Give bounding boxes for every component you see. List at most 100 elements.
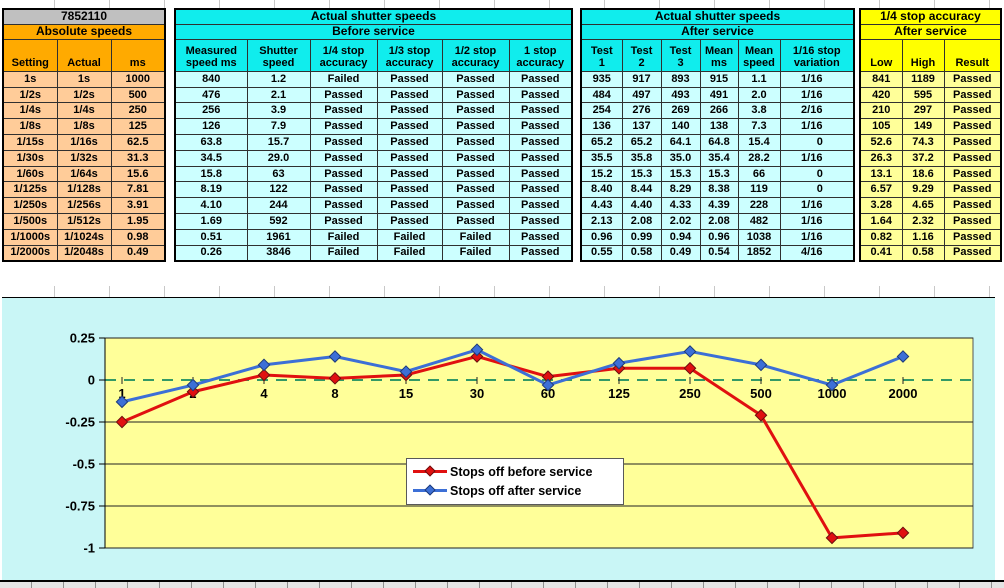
table-cell[interactable]: 1/4s bbox=[56, 102, 112, 120]
table-cell[interactable]: 3.9 bbox=[246, 102, 311, 120]
table-cell[interactable]: 3.8 bbox=[737, 102, 781, 120]
table-cell[interactable]: 1/2000s bbox=[2, 244, 58, 262]
table-cell[interactable]: 497 bbox=[621, 86, 662, 104]
table-cell[interactable]: 64.1 bbox=[660, 133, 701, 151]
table-cell[interactable]: 0.41 bbox=[859, 244, 903, 262]
table-cell[interactable]: Failed bbox=[441, 228, 510, 246]
table-cell[interactable]: Passed bbox=[309, 165, 378, 183]
table-cell[interactable]: 63.8 bbox=[174, 133, 248, 151]
table-cell[interactable]: Passed bbox=[376, 149, 443, 167]
table-cell[interactable]: 491 bbox=[699, 86, 739, 104]
table-cell[interactable]: Passed bbox=[943, 118, 1002, 135]
table-cell[interactable]: 3.28 bbox=[859, 197, 903, 214]
table-cell[interactable]: Passed bbox=[376, 133, 443, 151]
table-cell[interactable]: 595 bbox=[901, 86, 945, 104]
table-cell[interactable]: Passed bbox=[309, 149, 378, 167]
column-header-cell[interactable]: Actual bbox=[56, 38, 112, 72]
table-cell[interactable]: Passed bbox=[508, 165, 573, 183]
table-cell[interactable]: Passed bbox=[943, 181, 1002, 199]
table-cell[interactable]: Passed bbox=[441, 197, 510, 214]
table-cell[interactable]: 35.0 bbox=[660, 149, 701, 167]
table-cell[interactable]: 3846 bbox=[246, 244, 311, 262]
table-cell[interactable]: 266 bbox=[699, 102, 739, 120]
table-cell[interactable]: 4.33 bbox=[660, 197, 701, 214]
table-cell[interactable]: 126 bbox=[174, 118, 248, 135]
table-cell[interactable]: 1/16 bbox=[779, 212, 855, 230]
table-cell[interactable]: Passed bbox=[508, 212, 573, 230]
table-cell[interactable]: Passed bbox=[508, 228, 573, 246]
table-cell[interactable]: 0.51 bbox=[174, 228, 248, 246]
table-cell[interactable]: 0 bbox=[779, 133, 855, 151]
table-cell[interactable]: 0.49 bbox=[660, 244, 701, 262]
table-cell[interactable]: Passed bbox=[309, 86, 378, 104]
table-cell[interactable]: Passed bbox=[943, 149, 1002, 167]
table-cell[interactable]: 893 bbox=[660, 70, 701, 88]
table-cell[interactable]: 137 bbox=[621, 118, 662, 135]
table-cell[interactable]: Passed bbox=[441, 212, 510, 230]
table-cell[interactable]: Passed bbox=[508, 244, 573, 262]
table-cell[interactable]: 1.95 bbox=[110, 212, 166, 230]
table-cell[interactable]: Passed bbox=[441, 133, 510, 151]
table-cell[interactable]: Passed bbox=[376, 165, 443, 183]
table-cell[interactable]: Passed bbox=[441, 165, 510, 183]
table-cell[interactable]: 1852 bbox=[737, 244, 781, 262]
table-cell[interactable]: 3.91 bbox=[110, 197, 166, 214]
table-cell[interactable]: 28.2 bbox=[737, 149, 781, 167]
section-title-cell[interactable]: Actual shutter speeds bbox=[580, 8, 855, 25]
table-cell[interactable]: 1/256s bbox=[56, 197, 112, 214]
table-cell[interactable]: Passed bbox=[943, 228, 1002, 246]
table-cell[interactable]: 2.13 bbox=[580, 212, 623, 230]
table-cell[interactable]: 0.96 bbox=[699, 228, 739, 246]
table-cell[interactable]: 35.4 bbox=[699, 149, 739, 167]
table-cell[interactable]: 15.2 bbox=[580, 165, 623, 183]
column-header-cell[interactable]: Mean speed bbox=[737, 38, 781, 72]
table-cell[interactable]: Passed bbox=[376, 197, 443, 214]
table-cell[interactable]: 2.0 bbox=[737, 86, 781, 104]
table-cell[interactable]: Passed bbox=[943, 197, 1002, 214]
table-cell[interactable]: 136 bbox=[580, 118, 623, 135]
table-cell[interactable]: Failed bbox=[441, 244, 510, 262]
table-cell[interactable]: 915 bbox=[699, 70, 739, 88]
table-cell[interactable]: 244 bbox=[246, 197, 311, 214]
column-header-cell[interactable]: 1/4 stop accuracy bbox=[309, 38, 378, 72]
table-cell[interactable]: 1/2s bbox=[2, 86, 58, 104]
table-cell[interactable]: 8.44 bbox=[621, 181, 662, 199]
table-cell[interactable]: 9.29 bbox=[901, 181, 945, 199]
table-cell[interactable]: 52.6 bbox=[859, 133, 903, 151]
table-cell[interactable]: Passed bbox=[508, 86, 573, 104]
table-cell[interactable]: Passed bbox=[508, 181, 573, 199]
table-cell[interactable]: 140 bbox=[660, 118, 701, 135]
table-cell[interactable]: 297 bbox=[901, 102, 945, 120]
table-cell[interactable]: Passed bbox=[943, 212, 1002, 230]
table-cell[interactable]: 1/2s bbox=[56, 86, 112, 104]
table-cell[interactable]: 8.40 bbox=[580, 181, 623, 199]
table-cell[interactable]: 15.3 bbox=[699, 165, 739, 183]
table-cell[interactable]: 8.19 bbox=[174, 181, 248, 199]
table-cell[interactable]: Passed bbox=[441, 102, 510, 120]
table-cell[interactable]: 149 bbox=[901, 118, 945, 135]
table-cell[interactable]: 18.6 bbox=[901, 165, 945, 183]
table-cell[interactable]: 0.58 bbox=[901, 244, 945, 262]
column-header-cell[interactable]: Test 1 bbox=[580, 38, 623, 72]
table-cell[interactable]: Passed bbox=[508, 133, 573, 151]
table-cell[interactable]: 122 bbox=[246, 181, 311, 199]
table-cell[interactable]: 1038 bbox=[737, 228, 781, 246]
table-cell[interactable]: Passed bbox=[441, 149, 510, 167]
table-cell[interactable]: 31.3 bbox=[110, 149, 166, 167]
table-cell[interactable]: 1/250s bbox=[2, 197, 58, 214]
table-cell[interactable]: 7.81 bbox=[110, 181, 166, 199]
column-header-cell[interactable]: Test 2 bbox=[621, 38, 662, 72]
table-cell[interactable]: 2.08 bbox=[621, 212, 662, 230]
table-cell[interactable]: 37.2 bbox=[901, 149, 945, 167]
table-cell[interactable]: Passed bbox=[508, 149, 573, 167]
table-cell[interactable]: 1.16 bbox=[901, 228, 945, 246]
table-cell[interactable]: 65.2 bbox=[580, 133, 623, 151]
column-header-cell[interactable]: ms bbox=[110, 38, 166, 72]
table-cell[interactable]: 0.82 bbox=[859, 228, 903, 246]
table-cell[interactable]: 0.58 bbox=[621, 244, 662, 262]
section-subtitle-cell[interactable]: After service bbox=[859, 23, 1002, 40]
table-cell[interactable]: 4.40 bbox=[621, 197, 662, 214]
table-cell[interactable]: 484 bbox=[580, 86, 623, 104]
table-cell[interactable]: Failed bbox=[309, 228, 378, 246]
table-cell[interactable]: 2.08 bbox=[699, 212, 739, 230]
